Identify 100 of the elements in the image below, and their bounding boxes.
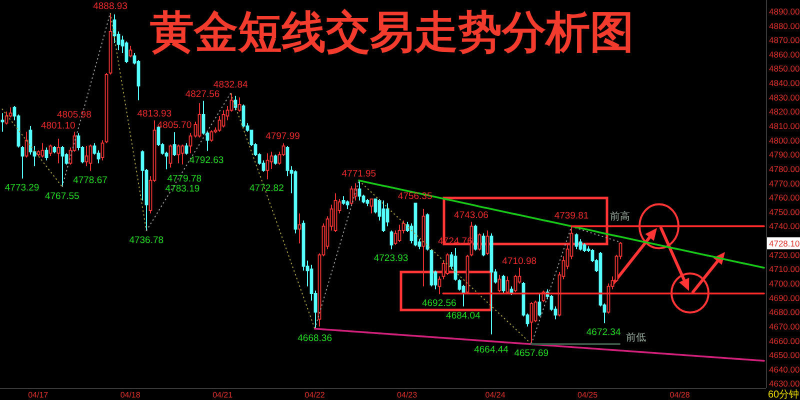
candlestick xyxy=(482,232,486,257)
y-tick-label: 4740.00 xyxy=(769,221,800,232)
candlestick xyxy=(4,111,8,126)
candlestick xyxy=(234,95,238,111)
annotation: 4743.06 xyxy=(454,210,488,221)
annotation: 4888.93 xyxy=(93,0,128,12)
candlestick xyxy=(24,131,28,158)
candlestick xyxy=(390,230,394,250)
candlestick xyxy=(478,232,482,252)
candlestick xyxy=(538,293,542,317)
annotation: 4797.99 xyxy=(266,131,300,142)
candlestick xyxy=(274,154,278,166)
annotation: 4813.93 xyxy=(137,108,172,120)
annotation: 4710.98 xyxy=(502,256,537,267)
candlestick xyxy=(398,224,402,242)
annotation: 4657.69 xyxy=(514,348,549,360)
annotation: 4827.56 xyxy=(185,88,220,100)
candlestick xyxy=(48,144,52,157)
y-tick-label: 4810.00 xyxy=(769,120,800,131)
x-tick-label: 04/17 xyxy=(28,390,49,400)
annotation: 前低 xyxy=(626,332,646,344)
annotation: 4783.19 xyxy=(165,183,200,194)
annotation: 4779.78 xyxy=(167,173,202,184)
candlestick xyxy=(176,144,180,164)
candlestick xyxy=(474,224,478,252)
candlestick xyxy=(438,276,442,295)
annotation: 4736.78 xyxy=(129,234,164,246)
chart-title: 黄金短线交易走势分析图 xyxy=(150,8,634,57)
candlestick xyxy=(128,45,132,58)
candlestick xyxy=(242,104,246,128)
candlestick xyxy=(346,200,350,210)
candlestick xyxy=(530,302,534,345)
candlestick xyxy=(60,146,64,188)
candlestick xyxy=(84,146,88,167)
annotation: 4668.36 xyxy=(298,332,332,344)
x-tick-label: 04/18 xyxy=(120,390,141,400)
y-tick-label: 4790.00 xyxy=(769,150,800,160)
candlestick xyxy=(342,196,346,206)
y-tick-label: 4630.00 xyxy=(769,378,800,389)
y-tick-label: 4650.00 xyxy=(769,350,800,360)
annotation: 4664.44 xyxy=(474,344,508,356)
candlestick xyxy=(100,140,104,161)
line-series xyxy=(358,180,765,269)
annotation: 4728.10 xyxy=(769,238,800,248)
y-tick-label: 4760.00 xyxy=(769,192,800,203)
y-tick-label: 4640.00 xyxy=(769,364,800,374)
x-tick-label: 04/25 xyxy=(578,390,598,400)
candlestick xyxy=(238,96,242,112)
annotation: 4692.56 xyxy=(422,298,456,310)
annotation: 4832.84 xyxy=(213,79,248,90)
y-tick-label: 4800.00 xyxy=(769,135,800,146)
candlestick xyxy=(294,170,298,234)
candlestick xyxy=(0,112,4,132)
candlestick xyxy=(350,186,354,206)
annotation: 4792.63 xyxy=(189,154,224,166)
candlestick xyxy=(370,198,374,214)
candlestick xyxy=(108,12,112,75)
y-tick-label: 4830.00 xyxy=(769,92,800,102)
x-tick-label: 04/23 xyxy=(397,390,418,400)
y-tick-label: 4770.00 xyxy=(769,178,800,188)
x-tick-label: 04/28 xyxy=(670,390,690,400)
candlestick xyxy=(52,146,56,154)
candlestick xyxy=(422,208,426,287)
candlestick xyxy=(486,230,490,256)
candlestick xyxy=(180,144,184,165)
candlestick xyxy=(8,106,12,118)
y-tick-label: 4750.00 xyxy=(769,206,800,217)
candlestick xyxy=(334,192,338,232)
annotation: 4756.35 xyxy=(398,190,432,202)
annotation: 前高 xyxy=(610,210,630,222)
candlestick xyxy=(198,102,202,138)
x-tick-label: 04/21 xyxy=(212,390,234,400)
candlestick xyxy=(266,152,270,180)
y-tick-label: 4850.00 xyxy=(769,64,800,74)
candlestick xyxy=(44,146,48,161)
y-tick-label: 4710.00 xyxy=(769,264,800,274)
candlestick xyxy=(454,248,458,282)
annotation: 4805.98 xyxy=(57,110,92,121)
y-tick-label: 4860.00 xyxy=(769,49,800,60)
y-tick-label: 4870.00 xyxy=(769,35,800,46)
y-tick-label: 4880.00 xyxy=(769,20,800,31)
candlestick xyxy=(366,198,370,207)
candlestick xyxy=(172,132,176,157)
y-tick-label: 4780.00 xyxy=(769,164,800,174)
y-tick-label: 4820.00 xyxy=(769,106,800,117)
annotation: 4773.29 xyxy=(4,182,40,194)
candlestick xyxy=(498,274,502,293)
annotation: 4723.93 xyxy=(374,253,408,264)
candlestick xyxy=(506,276,510,294)
candlestick xyxy=(574,232,578,250)
candlestick xyxy=(88,144,92,172)
candlestick xyxy=(382,200,386,232)
candlestick xyxy=(40,142,44,158)
y-tick-label: 4890.00 xyxy=(769,6,800,16)
annotation: 4684.04 xyxy=(446,310,480,322)
candlestick xyxy=(222,110,226,128)
annotation: 4778.67 xyxy=(73,174,108,186)
candlestick xyxy=(184,142,188,156)
annotation: 4801.10 xyxy=(40,120,76,132)
y-tick-label: 4700.00 xyxy=(769,278,800,288)
